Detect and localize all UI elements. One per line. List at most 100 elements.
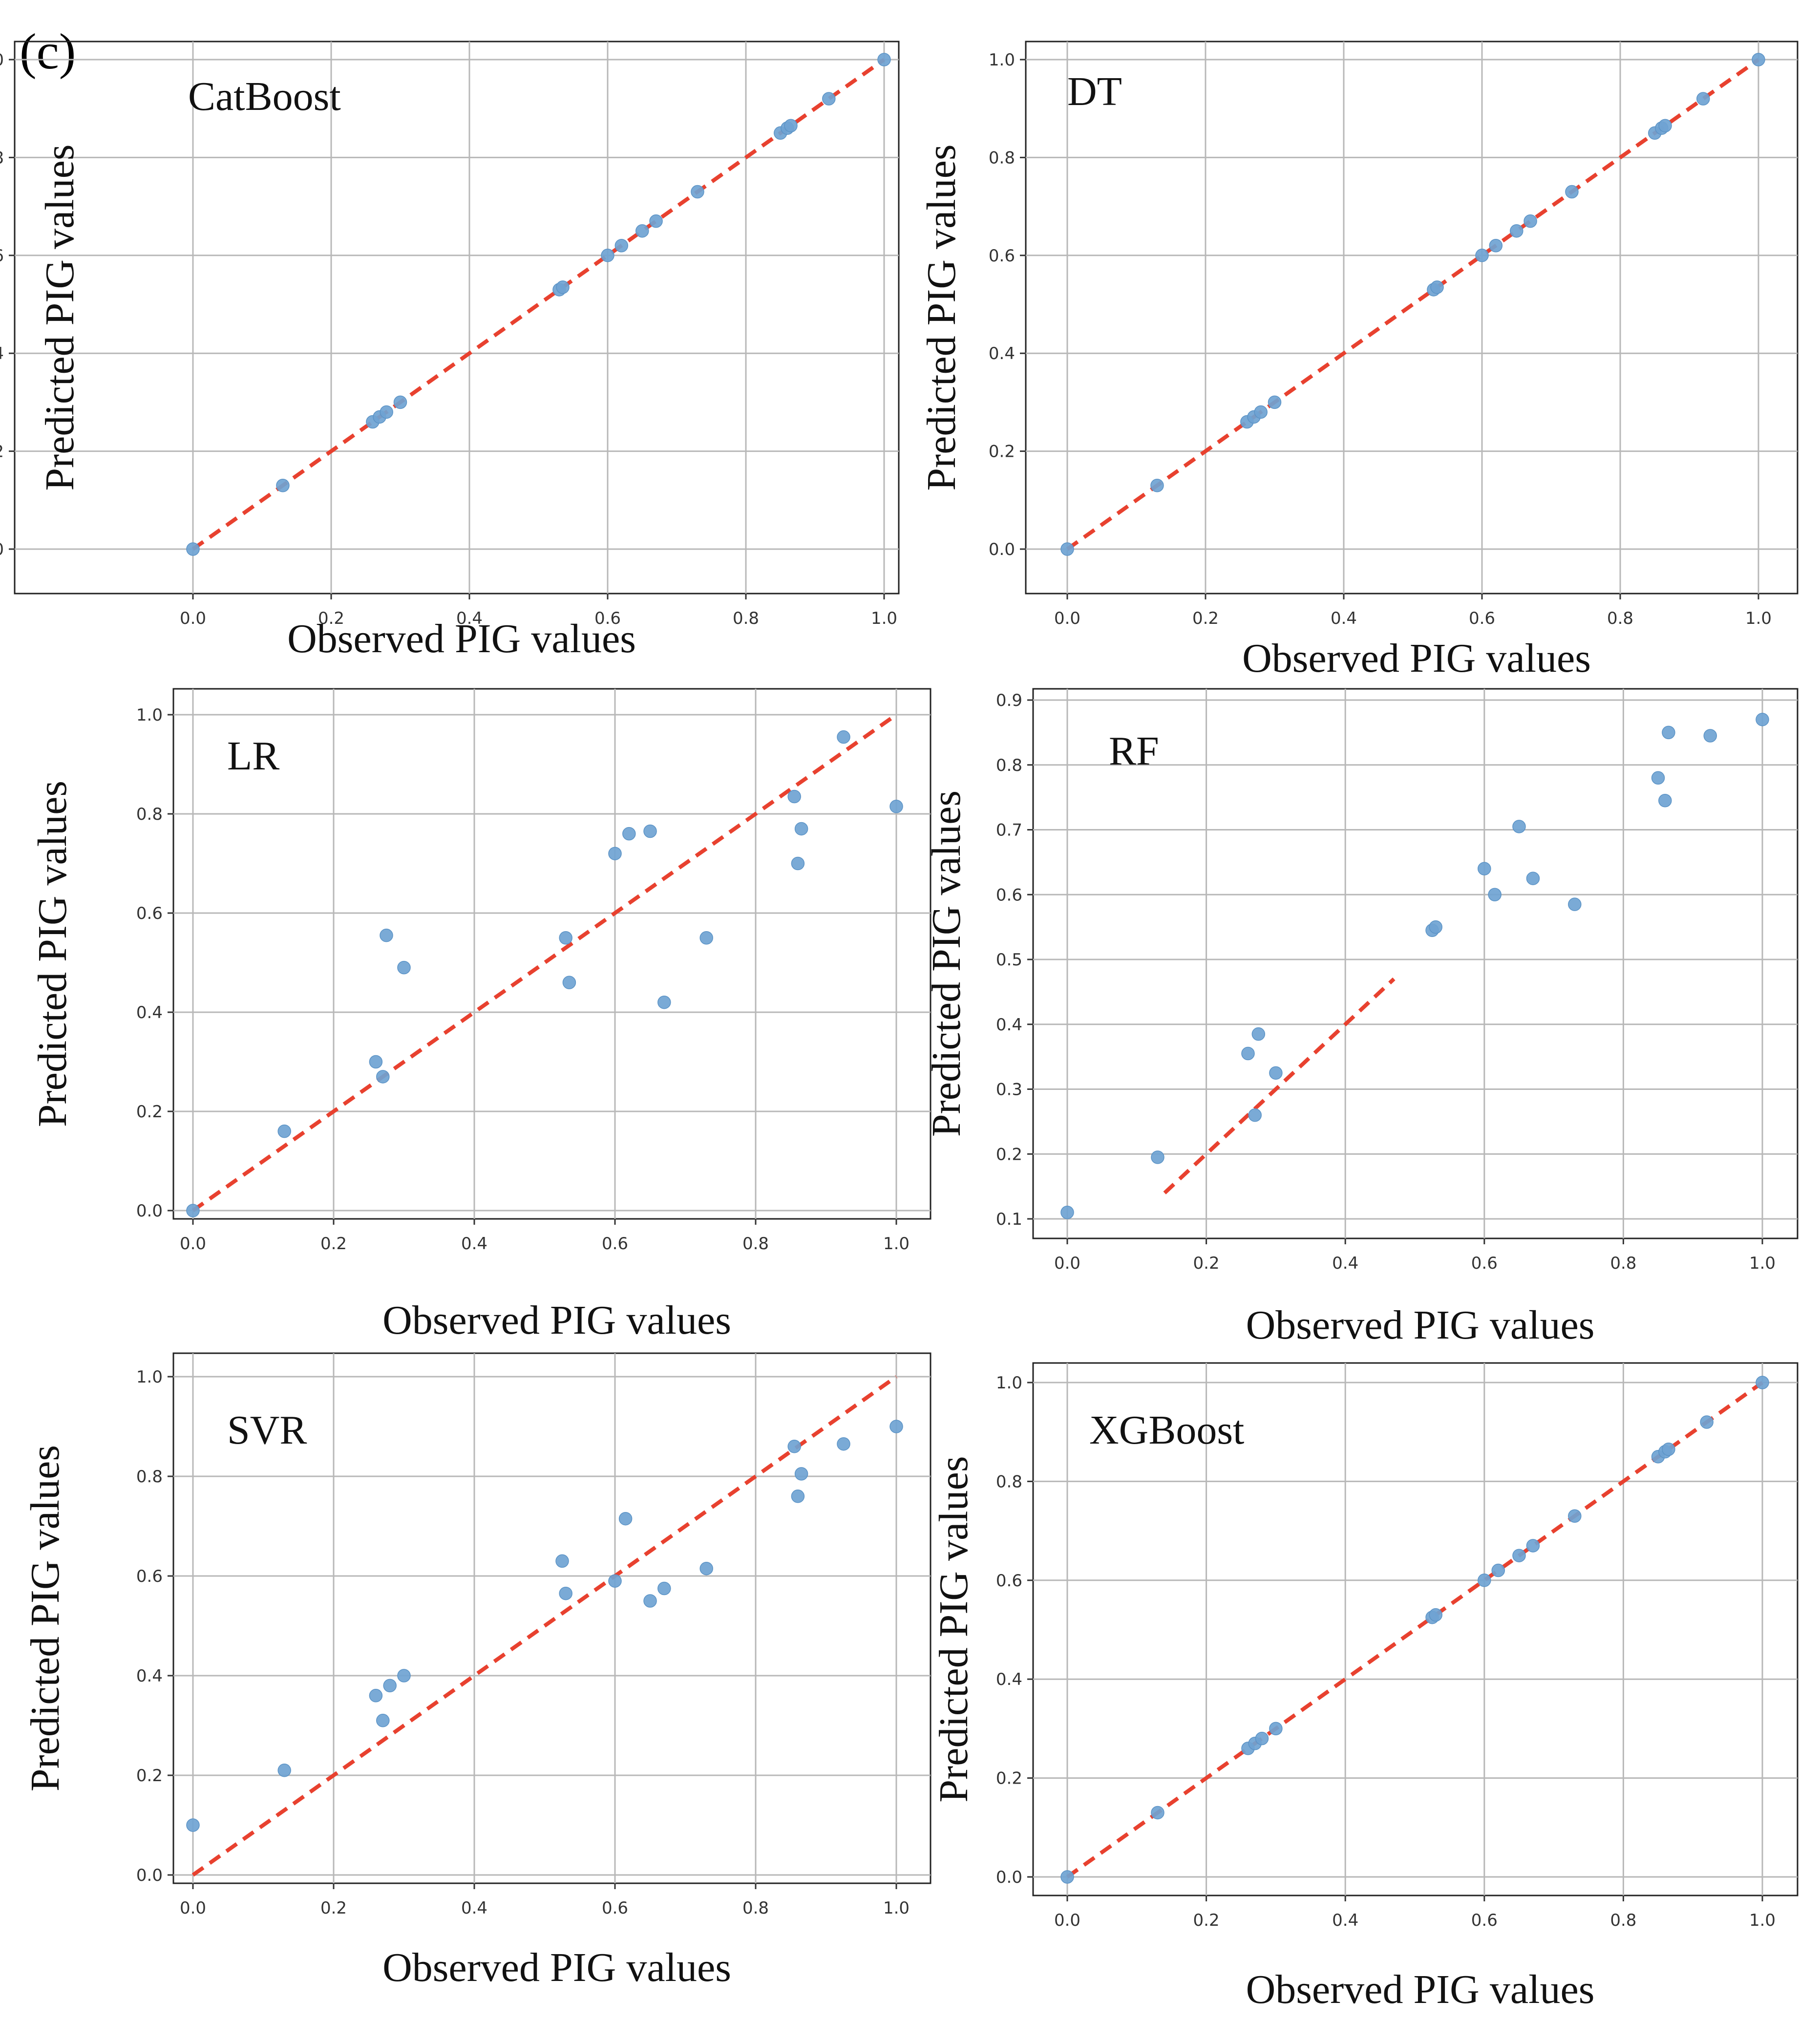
- x-tick-label: 0.0: [180, 609, 206, 628]
- data-point: [1475, 249, 1489, 262]
- chart-dt: 0.0 0.2 0.4 0.6 0.8 1.0 0.0 0.2 0.4 0.6 0.8 1.0 DT Ob…: [919, 41, 1799, 681]
- y-tick-label: 1.0: [0, 50, 4, 70]
- y-tick-label: 0.8: [989, 148, 1015, 168]
- x-tick-label: 0.4: [461, 1898, 487, 1918]
- y-tick-label: 0.4: [136, 1003, 163, 1022]
- x-tick-label: 0.6: [1471, 1254, 1498, 1273]
- data-point: [376, 1070, 390, 1084]
- x-tick-label: 0.0: [1054, 1911, 1080, 1930]
- y-tick-label: 1.0: [996, 1373, 1022, 1393]
- identity-reference-line: [191, 1375, 898, 1877]
- y-tick-label: 0.2: [136, 1102, 163, 1122]
- identity-reference-line: [191, 58, 886, 551]
- x-tick-label: 0.8: [1607, 609, 1633, 628]
- x-tick-label: 0.8: [742, 1234, 769, 1254]
- data-point: [622, 827, 636, 841]
- charts-container: 0.0 0.2 0.4 0.6 0.8 1.0 0.0 0.2 0.4 0.6 0.8 1.0 CatB…: [0, 41, 1799, 2012]
- x-axis-title: Observed PIG values: [1246, 1967, 1595, 2012]
- x-tick-label: 1.0: [1745, 609, 1772, 628]
- y-axis-title: Predicted PIG values: [931, 1456, 976, 1802]
- x-tick-label: 1.0: [883, 1898, 910, 1918]
- y-tick-label: 0.9: [996, 691, 1022, 710]
- y-tick-label: 0.6: [136, 1567, 163, 1586]
- identity-reference-line: [1066, 58, 1760, 551]
- y-tick-label: 0.6: [0, 246, 4, 266]
- data-point: [691, 185, 704, 199]
- x-axis-title: Observed PIG values: [1242, 636, 1591, 681]
- y-tick-label: 0.6: [996, 1571, 1022, 1591]
- x-tick-label: 1.0: [883, 1234, 910, 1254]
- data-point: [608, 1574, 622, 1588]
- data-point: [657, 995, 671, 1009]
- y-tick-label: 0.1: [996, 1210, 1022, 1229]
- data-point: [1060, 1870, 1074, 1884]
- y-tick-label: 0.4: [0, 344, 4, 363]
- panel-label: (c): [20, 23, 76, 80]
- data-point: [556, 280, 570, 294]
- data-point: [1703, 729, 1717, 743]
- x-tick-label: 0.4: [1332, 1911, 1358, 1930]
- x-tick-label: 0.2: [320, 1234, 347, 1254]
- data-point: [1150, 478, 1164, 492]
- y-tick-label: 0.8: [0, 148, 4, 168]
- data-point: [601, 249, 614, 262]
- x-tick-label: 0.6: [602, 1898, 628, 1918]
- data-point: [1658, 119, 1672, 133]
- identity-reference-line: [1163, 977, 1396, 1194]
- y-tick-label: 0.2: [136, 1766, 163, 1786]
- data-point: [383, 1679, 397, 1693]
- data-point: [1752, 53, 1765, 66]
- data-point: [1151, 1150, 1164, 1164]
- y-tick-label: 0.0: [136, 1866, 163, 1885]
- y-tick-label: 0.8: [136, 1467, 163, 1487]
- y-axis-title: Predicted PIG values: [37, 144, 83, 490]
- data-point: [559, 1586, 572, 1600]
- data-point: [277, 1764, 291, 1777]
- data-point: [635, 224, 649, 238]
- data-point: [794, 822, 808, 836]
- data-point: [1526, 1539, 1540, 1553]
- model-label: CatBoost: [188, 74, 341, 119]
- x-tick-label: 0.2: [1193, 1254, 1220, 1273]
- data-point: [791, 1490, 805, 1503]
- chart-xgboost: 0.0 0.2 0.4 0.6 0.8 1.0 0.0 0.2 0.4 0.6 0.8 1.0 XGBo…: [931, 1362, 1799, 2012]
- data-point: [186, 1204, 200, 1217]
- data-point: [397, 960, 411, 975]
- data-point: [1430, 280, 1444, 294]
- y-tick-label: 0.8: [996, 1472, 1022, 1491]
- data-point: [1658, 794, 1672, 808]
- x-tick-label: 0.2: [1193, 1911, 1220, 1930]
- data-point: [837, 1437, 850, 1451]
- y-tick-label: 0.2: [989, 442, 1015, 462]
- y-tick-label: 0.4: [996, 1670, 1022, 1689]
- data-point: [1269, 1722, 1283, 1736]
- x-tick-label: 0.0: [180, 1898, 206, 1918]
- y-tick-label: 1.0: [136, 1367, 163, 1387]
- model-label: RF: [1109, 728, 1159, 774]
- x-tick-label: 0.2: [318, 609, 344, 628]
- x-axis-title: Observed PIG values: [287, 616, 636, 661]
- data-point: [559, 931, 572, 945]
- model-label: DT: [1067, 69, 1122, 114]
- data-point: [1429, 1608, 1442, 1622]
- data-point: [1651, 771, 1665, 785]
- data-point: [1268, 395, 1282, 409]
- data-point: [397, 1669, 411, 1682]
- data-point: [1151, 1806, 1164, 1820]
- y-tick-label: 0.0: [989, 540, 1015, 559]
- x-tick-label: 0.2: [320, 1898, 347, 1918]
- x-tick-label: 0.6: [594, 609, 621, 628]
- y-tick-label: 0.6: [996, 885, 1022, 905]
- data-point: [555, 1554, 569, 1568]
- data-point: [657, 1581, 671, 1596]
- data-point: [1251, 1027, 1266, 1041]
- y-tick-label: 0.5: [996, 950, 1022, 970]
- x-tick-label: 0.4: [1332, 1254, 1358, 1273]
- x-tick-label: 0.2: [1192, 609, 1219, 628]
- x-tick-label: 0.8: [1610, 1254, 1636, 1273]
- y-tick-label: 1.0: [989, 50, 1015, 70]
- data-point: [380, 928, 393, 942]
- data-point: [380, 405, 393, 419]
- data-point: [1269, 1066, 1283, 1080]
- plot-frame: [1025, 41, 1799, 595]
